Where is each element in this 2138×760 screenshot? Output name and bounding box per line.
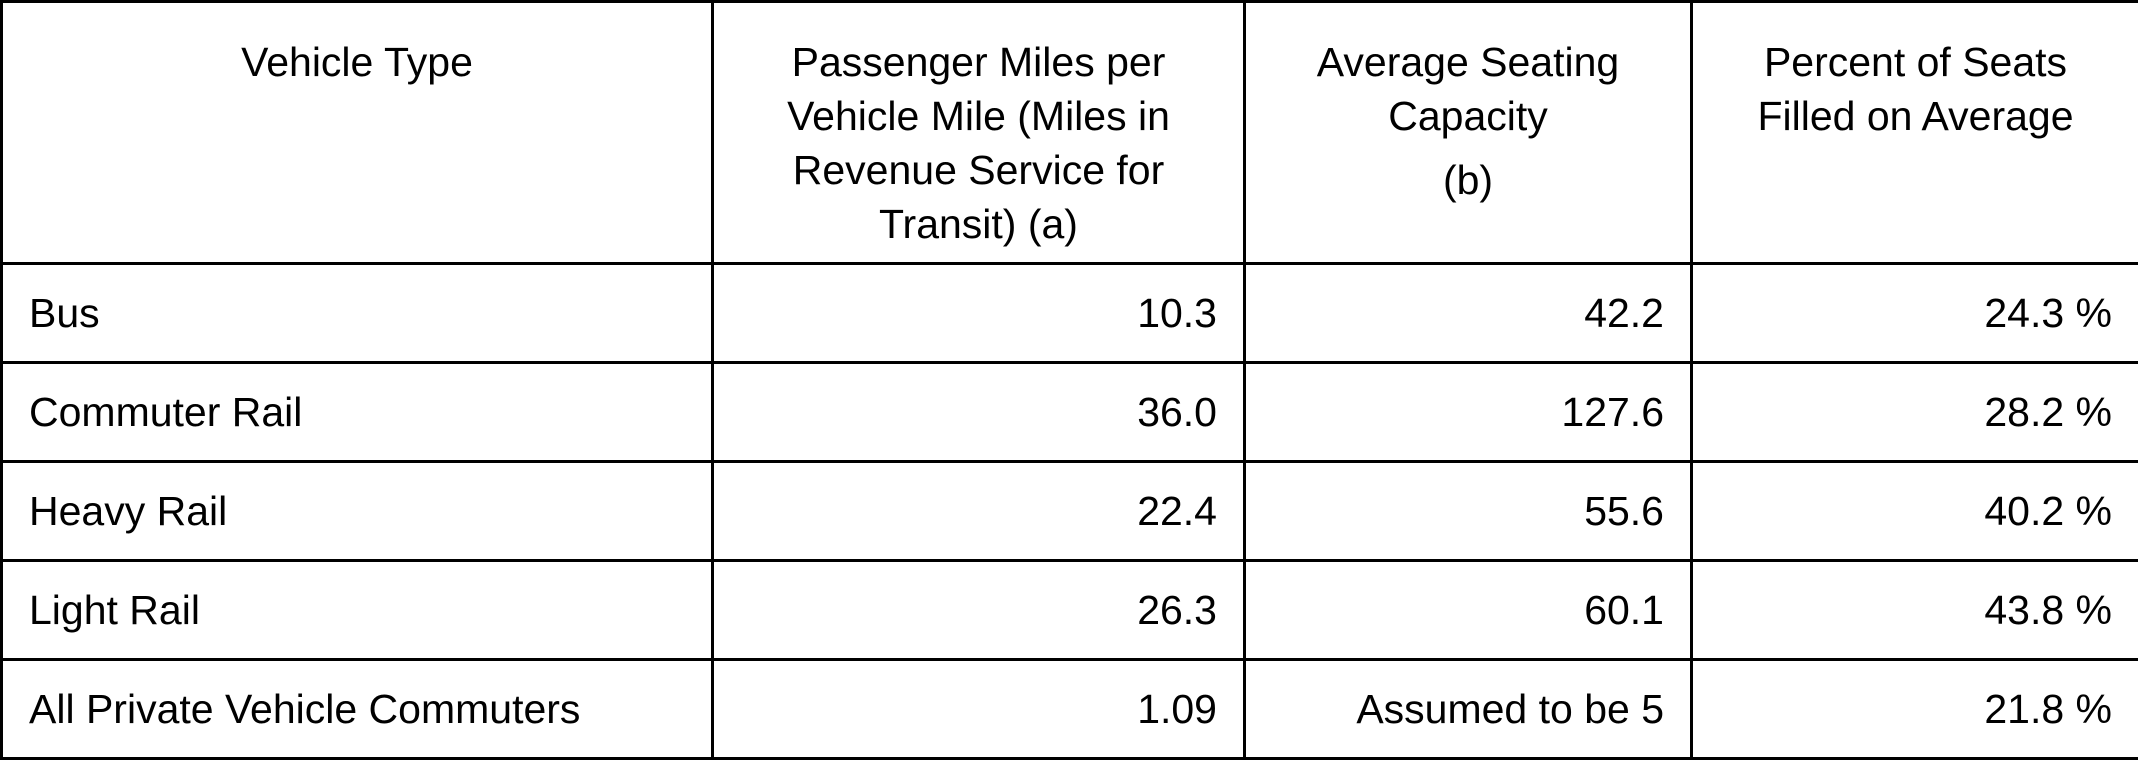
seating-capacity-cell: Assumed to be 5	[1243, 658, 1693, 760]
percent-filled-cell: 40.2 %	[1690, 460, 2138, 562]
vehicle-type-cell: Commuter Rail	[0, 361, 714, 463]
passenger-miles-cell: 36.0	[711, 361, 1246, 463]
header-footnote-marker: (b)	[1442, 157, 1494, 203]
header-row: Vehicle Type Passenger Miles per Vehicle…	[0, 0, 2138, 265]
seating-capacity-cell: 60.1	[1243, 559, 1693, 661]
header-line: Vehicle Type	[241, 39, 473, 85]
vehicle-type-cell: Heavy Rail	[0, 460, 714, 562]
seating-capacity-cell: 55.6	[1243, 460, 1693, 562]
header-passenger-miles: Passenger Miles per Vehicle Mile (Miles …	[711, 0, 1246, 265]
header-line: Transit) (a)	[879, 201, 1078, 247]
passenger-miles-cell: 26.3	[711, 559, 1246, 661]
header-line: Revenue Service for	[792, 147, 1165, 193]
vehicle-type-cell: Bus	[0, 262, 714, 364]
header-line: Passenger Miles per	[791, 39, 1166, 85]
table-row: Bus 10.3 42.2 24.3 %	[0, 262, 2138, 364]
percent-filled-cell: 24.3 %	[1690, 262, 2138, 364]
seating-capacity-cell: 42.2	[1243, 262, 1693, 364]
table-row: Light Rail 26.3 60.1 43.8 %	[0, 559, 2138, 661]
percent-filled-cell: 28.2 %	[1690, 361, 2138, 463]
table-row: Heavy Rail 22.4 55.6 40.2 %	[0, 460, 2138, 562]
percent-filled-cell: 43.8 %	[1690, 559, 2138, 661]
table-row: All Private Vehicle Commuters 1.09 Assum…	[0, 658, 2138, 760]
vehicle-type-cell: All Private Vehicle Commuters	[0, 658, 714, 760]
table-row: Commuter Rail 36.0 127.6 28.2 %	[0, 361, 2138, 463]
header-line: Vehicle Mile (Miles in	[787, 93, 1170, 139]
passenger-miles-cell: 22.4	[711, 460, 1246, 562]
header-vehicle-type: Vehicle Type	[0, 0, 714, 265]
header-line: Percent of Seats	[1763, 39, 2068, 85]
header-line: Average Seating	[1316, 39, 1620, 85]
header-line: Filled on Average	[1757, 93, 2074, 139]
header-seating-capacity: Average Seating Capacity (b)	[1243, 0, 1693, 265]
vehicle-type-cell: Light Rail	[0, 559, 714, 661]
passenger-miles-cell: 10.3	[711, 262, 1246, 364]
header-line: Capacity	[1388, 93, 1548, 139]
passenger-miles-cell: 1.09	[711, 658, 1246, 760]
seating-capacity-cell: 127.6	[1243, 361, 1693, 463]
header-percent-seats-filled: Percent of Seats Filled on Average	[1690, 0, 2138, 265]
percent-filled-cell: 21.8 %	[1690, 658, 2138, 760]
